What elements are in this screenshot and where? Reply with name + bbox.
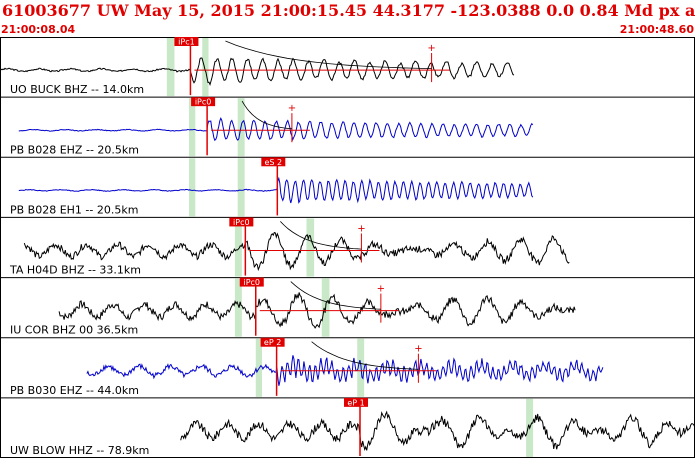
trace-labels: UO BUCK BHZ -- 14.0km PB B028 EHZ -- 20.5…	[9, 83, 149, 457]
waveform-trace	[180, 410, 695, 452]
green-windows	[166, 38, 534, 457]
pick-tag-label: iPc0	[243, 278, 260, 287]
coda-pick-marker: +	[414, 344, 422, 355]
waveform-trace	[18, 176, 534, 204]
waveform-traces	[0, 57, 695, 452]
trace-label: TA H04D BHZ -- 33.1km	[9, 264, 141, 277]
pick-tag-label: iPc0	[233, 218, 250, 227]
pick-tag[interactable]	[229, 217, 254, 227]
time-window	[306, 218, 315, 277]
coda-decay-curve	[280, 221, 362, 250]
time-window	[234, 218, 242, 277]
pick-tag[interactable]	[260, 337, 285, 347]
event-title: 61003677 UW May 15, 2015 21:00:15.45 44.…	[2, 1, 695, 20]
pick-tag-label: eS 2	[264, 158, 282, 167]
trace-label: PB B028 EH1 -- 20.5km	[10, 203, 138, 216]
header-bar: 61003677 UW May 15, 2015 21:00:15.45 44.…	[0, 0, 695, 37]
start-time-label: 21:00:08.04	[1, 23, 76, 36]
phase-picks[interactable]: iPc1 + iPc0 + eS 2 iPc0 + iPc0 + eP 2 + eP 1	[174, 37, 450, 456]
waveform-trace	[18, 117, 534, 142]
pick-tag[interactable]	[191, 97, 216, 107]
coda-decay-curve	[225, 40, 432, 69]
trace-label: IU COR BHZ 00 36.5km	[10, 324, 138, 337]
trace-label: UW BLOW HHZ -- 78.9km	[10, 444, 149, 457]
seismogram-panel[interactable]: iPc1 + iPc0 + eS 2 iPc0 + iPc0 + eP 2 + eP 1 UO BUC…	[0, 37, 695, 458]
time-window	[166, 38, 175, 97]
pick-tag[interactable]	[239, 277, 264, 287]
time-window	[202, 38, 209, 97]
time-window	[189, 98, 196, 157]
pick-tag-label: eP 1	[347, 398, 364, 407]
time-window	[189, 158, 196, 217]
pick-tag-label: eP 2	[264, 338, 281, 347]
pick-tag-label: iPc1	[178, 38, 195, 47]
coda-decay-curve	[241, 100, 292, 130]
coda-pick-marker: +	[427, 43, 435, 54]
pick-tag-label: iPc0	[195, 98, 212, 107]
pick-tag[interactable]	[261, 157, 286, 167]
trace-label: UO BUCK BHZ -- 14.0km	[10, 83, 144, 96]
pick-tag[interactable]	[344, 397, 369, 407]
waveform-trace	[86, 355, 604, 386]
waveform-trace	[23, 231, 570, 272]
time-window	[234, 278, 242, 337]
coda-pick-marker: +	[288, 103, 296, 114]
coda-pick-marker: +	[357, 223, 365, 234]
time-window	[237, 158, 245, 217]
pick-tag[interactable]	[174, 37, 199, 46]
waveform-trace	[0, 57, 515, 86]
coda-decay-curve	[290, 281, 381, 310]
waveform-trace	[58, 292, 576, 329]
trace-label: PB B028 EHZ -- 20.5km	[10, 143, 139, 156]
coda-pick-marker: +	[377, 284, 385, 295]
end-time-label: 21:00:48.60	[619, 23, 694, 36]
coda-decay-curve	[311, 341, 419, 370]
trace-label: PB B030 EHZ -- 44.0km	[10, 384, 139, 397]
